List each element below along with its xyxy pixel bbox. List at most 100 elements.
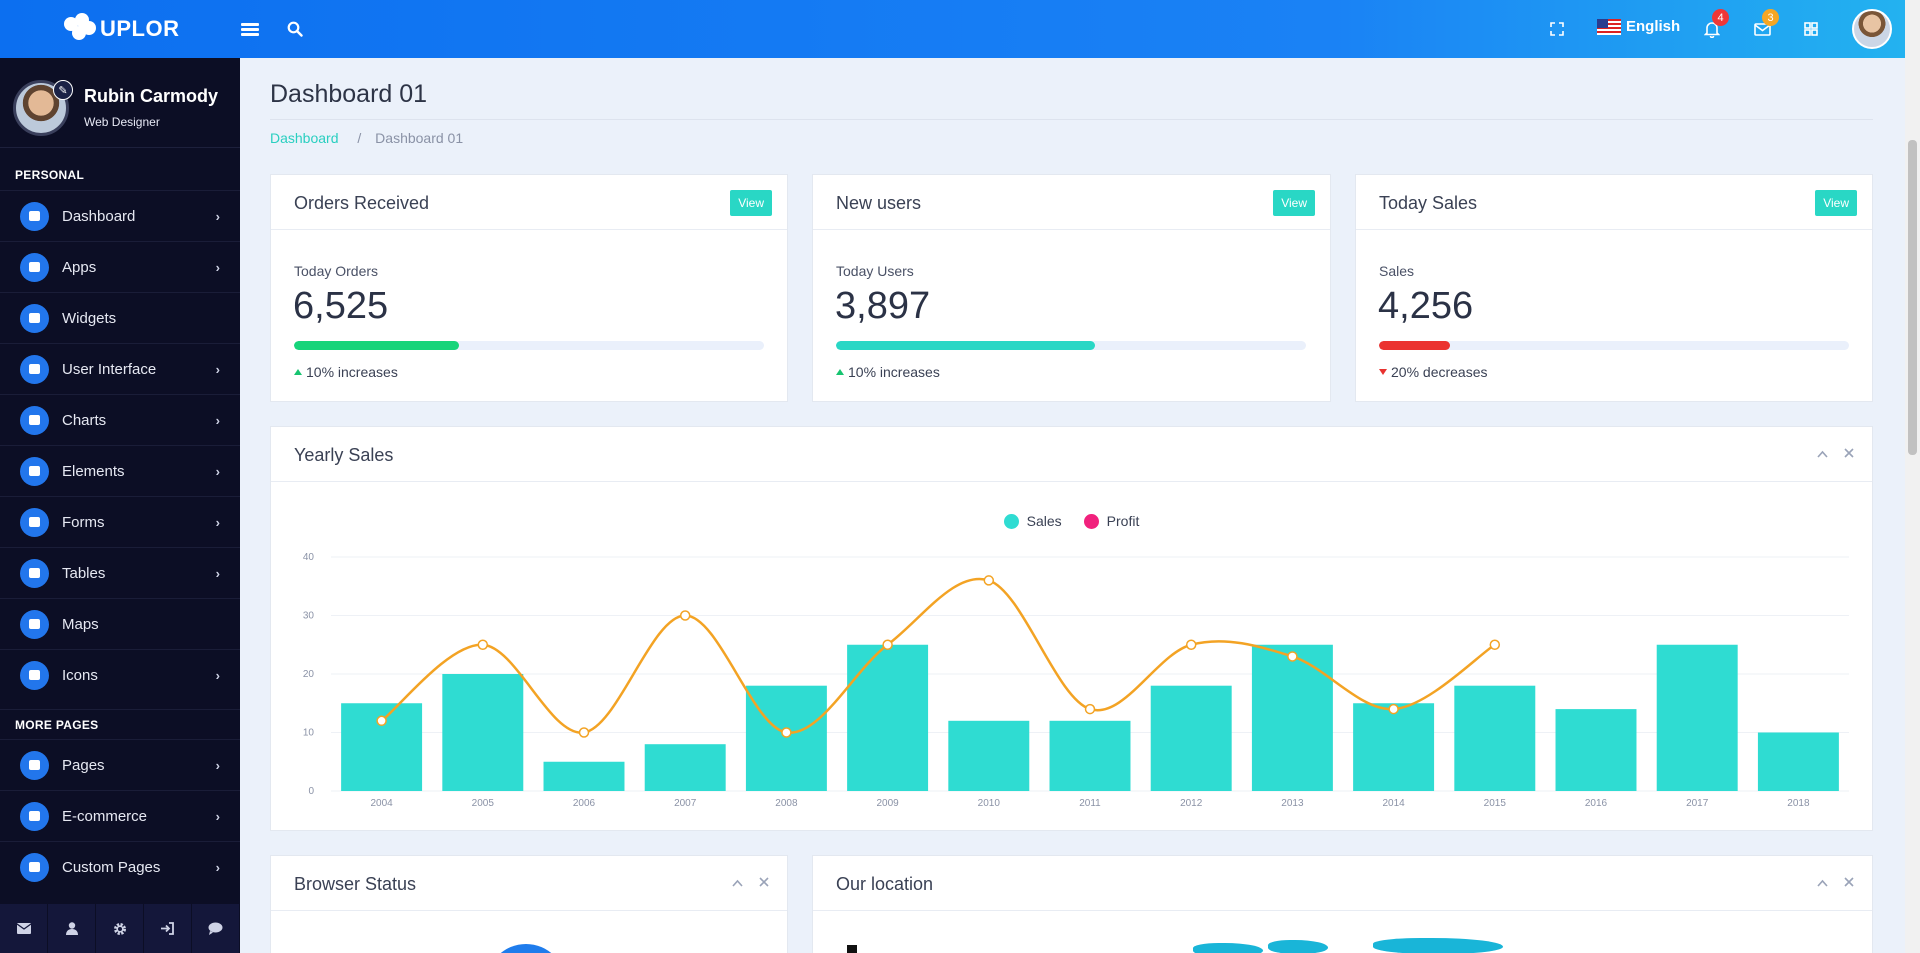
gear-icon[interactable] [96,904,144,953]
chevron-right-icon: › [215,757,220,773]
envelope-icon[interactable] [0,904,48,953]
sidebar-item-icons[interactable]: Icons › [0,649,240,700]
sidebar-item-elements[interactable]: Elements › [0,445,240,496]
sidebar-item-forms[interactable]: Forms › [0,496,240,547]
sidebar-item-custom-pages[interactable]: Custom Pages › [0,841,240,892]
breadcrumb: Dashboard / Dashboard 01 [270,130,463,146]
collapse-chevron-up-icon[interactable] [1817,874,1828,891]
sidebar-item-label: Apps [62,258,97,276]
caret-down-icon [1379,369,1387,375]
location-card: Our location [812,855,1873,953]
card-tools [732,874,769,891]
language-selector[interactable]: English [1597,18,1680,35]
stat-card-users: New users View Today Users 3,897 10% inc… [812,174,1331,402]
bar [745,685,827,791]
chevron-right-icon: › [215,565,220,581]
sidebar-item-label: Maps [62,615,99,633]
search-icon[interactable] [283,17,307,41]
briefcase-icon [20,852,49,882]
progress-bar [836,341,1306,350]
user-icon[interactable] [48,904,96,953]
stat-card-title: Orders Received [294,193,430,213]
sidebar-item-widgets[interactable]: Widgets [0,292,240,343]
us-flag-icon [1597,18,1621,35]
sidebar-item-pages[interactable]: Pages › [0,739,240,790]
line-point [1287,651,1298,662]
brand-logo[interactable]: UPLOR [64,13,180,45]
bar [1656,644,1738,791]
apps-grid-icon[interactable] [1799,17,1823,41]
sidebar-item-label: Widgets [62,309,117,327]
sidebar-item-dashboard[interactable]: Dashboard › [0,190,240,241]
x-tick-label: 2014 [1382,798,1405,809]
sidebar-item-e-commerce[interactable]: E-commerce › [0,790,240,841]
collapse-chevron-up-icon[interactable] [1817,445,1828,462]
sidebar-item-apps[interactable]: Apps › [0,241,240,292]
close-icon[interactable] [759,874,769,891]
collapse-chevron-up-icon[interactable] [732,874,743,891]
browser-status-card: Browser Status [270,855,788,953]
profile-avatar[interactable] [13,80,69,136]
chevron-right-icon: › [215,259,220,275]
sidebar-item-user-interface[interactable]: User Interface › [0,343,240,394]
user-avatar[interactable] [1852,9,1892,49]
legend-label: Profit [1106,513,1140,529]
close-icon[interactable] [1844,874,1854,891]
profile-role: Web Designer [84,115,160,129]
close-icon[interactable] [1844,445,1854,462]
x-tick-label: 2007 [674,798,697,809]
menu-toggle-icon[interactable] [238,17,262,41]
edit-pencil-icon[interactable]: ✎ [53,80,73,100]
notifications-bell-icon[interactable]: 4 [1700,9,1729,41]
card-title: Our location [836,874,934,894]
sidebar-item-label: Icons [62,666,98,684]
bar [1150,685,1232,791]
card-tools [1817,445,1854,462]
legend-label: Sales [1026,513,1062,529]
progress-bar [294,341,764,350]
sign-in-icon[interactable] [144,904,192,953]
bar [847,644,929,791]
line-point [1388,703,1399,715]
map-zoom-in-button[interactable] [847,945,857,953]
view-users-button[interactable]: View [1273,190,1315,216]
hexagon-logo-icon [64,13,98,45]
progress-fill [294,341,459,350]
chevron-right-icon: › [215,859,220,875]
messages-envelope-icon[interactable]: 3 [1750,9,1779,41]
cart-icon [20,801,49,831]
nav-heading-more-pages: MORE PAGES [0,709,240,739]
x-tick-label: 2009 [876,798,899,809]
top-header: UPLOR English 4 3 [0,0,1905,58]
sidebar-item-label: Elements [62,462,125,480]
breadcrumb-separator: / [357,130,362,146]
sidebar-item-charts[interactable]: Charts › [0,394,240,445]
page-scrollbar[interactable] [1905,0,1920,953]
sidebar-item-maps[interactable]: Maps [0,598,240,649]
stat-label: Today Users [836,263,914,279]
x-tick-label: 2018 [1787,798,1810,809]
chevron-right-icon: › [215,514,220,530]
sidebar-profile: ✎ Rubin Carmody Web Designer [0,58,240,148]
soccer-ball-icon [20,750,49,780]
legend-item-profit[interactable]: Profit [1083,513,1140,529]
breadcrumb-link-dashboard[interactable]: Dashboard [270,130,339,146]
view-orders-button[interactable]: View [730,190,772,216]
trend-text: 10% increases [306,364,398,380]
y-tick-label: 10 [303,728,315,739]
stat-card-title: Today Sales [1379,193,1478,213]
view-sales-button[interactable]: View [1815,190,1857,216]
fullscreen-icon[interactable] [1545,17,1569,41]
stat-value: 4,256 [1378,285,1474,327]
sidebar-item-tables[interactable]: Tables › [0,547,240,598]
legend-item-sales[interactable]: Sales [1003,513,1062,529]
yearly-sales-chart: 0 10 20 30 40 2004 2005 2006 2007 2008 2009 2010 201… [303,552,1849,809]
scroll-thumb[interactable] [1908,140,1917,455]
x-tick-label: 2015 [1484,798,1507,809]
comment-icon[interactable] [192,904,240,953]
notifications-badge: 4 [1712,9,1729,26]
stat-card-header: Orders Received View [271,175,787,230]
card-header: Our location [813,856,1872,911]
card-header: Browser Status [271,856,787,911]
map-icon [20,609,49,639]
